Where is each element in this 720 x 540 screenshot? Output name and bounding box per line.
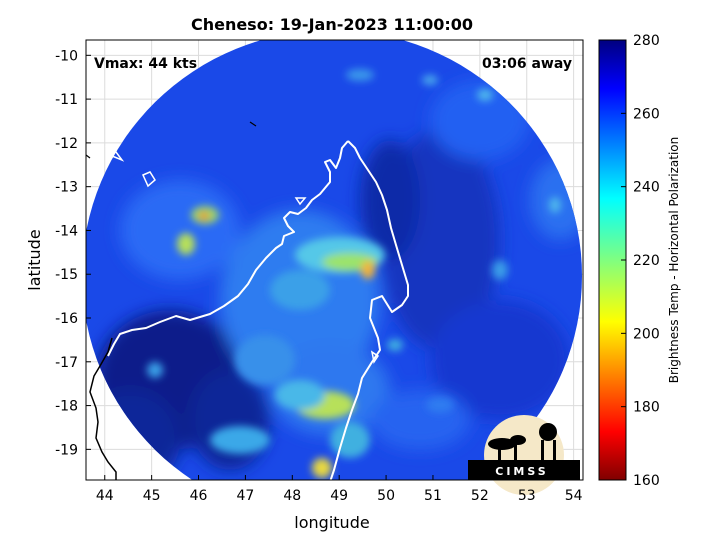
colorbar: 280 260 240 220 200 180 160 Brightness Temp - … [598,33,681,489]
x-axis-ticks: 44 45 46 47 48 49 50 51 52 53 54 [96,475,583,504]
y-tick-label: -12 [55,136,78,152]
y-axis-label: latitude [25,229,44,290]
plot-area: CIMSS Vmax: 44 kts 03:06 away [85,39,584,495]
y-tick-label: -15 [55,267,78,283]
y-tick-label: -10 [55,48,78,64]
x-tick-label: 48 [283,488,301,504]
island-outline [142,171,156,188]
y-tick-label: -16 [55,311,78,327]
x-tick-label: 45 [143,488,161,504]
y-tick-label: -19 [55,442,78,458]
brightness-temp-image [86,40,582,480]
colorbar-ticks: 280 260 240 220 200 180 160 [621,33,660,489]
colorbar-tick-label: 200 [633,326,660,342]
x-tick-label: 53 [518,488,536,504]
colorbar-tick-label: 260 [633,106,660,122]
vmax-label: Vmax: 44 kts [94,56,197,72]
x-tick-label: 50 [377,488,395,504]
colorbar-tick-label: 240 [633,180,660,196]
x-tick-label: 47 [237,488,255,504]
cimss-logo: CIMSS [468,415,580,495]
y-tick-label: -14 [55,223,78,239]
colorbar-tick-label: 280 [633,33,660,49]
chart-title: Cheneso: 19-Jan-2023 11:00:00 [191,15,473,34]
x-tick-label: 44 [96,488,114,504]
x-tick-label: 51 [424,488,442,504]
x-axis-label: longitude [294,513,369,532]
time-away-label: 03:06 away [482,56,572,72]
x-tick-label: 54 [565,488,583,504]
x-tick-label: 46 [190,488,208,504]
y-axis-ticks: -10 -11 -12 -13 -14 -15 -16 -17 -18 -19 [55,48,91,458]
y-tick-label: -17 [55,355,78,371]
y-tick-label: -18 [55,399,78,415]
x-tick-label: 49 [330,488,348,504]
axes-frame [85,39,584,481]
colorbar-label: Brightness Temp - Horizontal Polarizatio… [667,137,681,384]
coastline-madagascar [107,140,409,480]
colorbar-tick-label: 180 [633,400,660,416]
logo-text: CIMSS [495,465,548,478]
colorbar-tick-label: 160 [633,473,660,489]
y-tick-label: -11 [55,92,78,108]
y-tick-label: -13 [55,180,78,196]
coastline-africa [89,337,117,480]
x-tick-label: 52 [471,488,489,504]
colorbar-tick-label: 220 [633,253,660,269]
